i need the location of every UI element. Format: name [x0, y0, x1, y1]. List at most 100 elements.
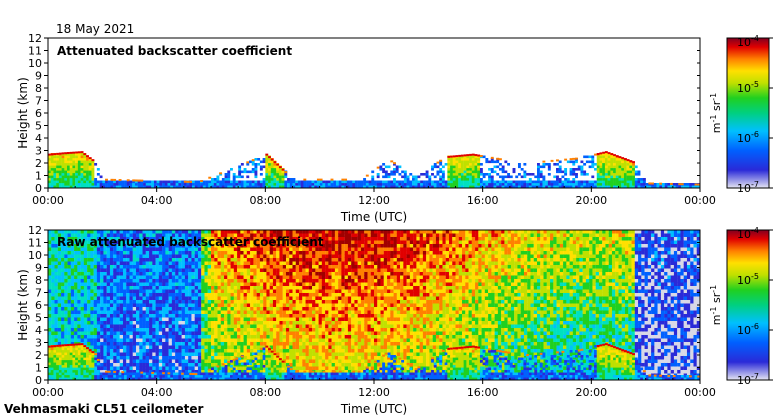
heat-cell — [109, 334, 114, 339]
heat-cell — [139, 296, 143, 300]
heat-cell — [268, 168, 271, 171]
heat-cell — [106, 355, 111, 360]
heat-cell — [292, 338, 296, 342]
heat-cell — [191, 366, 195, 370]
heat-cell — [596, 165, 600, 169]
heat-cell — [126, 233, 130, 237]
heat-cell — [634, 178, 638, 181]
heat-cell — [441, 165, 445, 169]
heat-cell — [230, 236, 234, 241]
heat-cell — [64, 160, 68, 164]
heat-cell — [57, 324, 62, 328]
heat-cell — [224, 355, 228, 360]
heat-cell — [678, 185, 682, 188]
heat-cell — [537, 175, 540, 179]
heat-cell — [233, 334, 238, 339]
heat-cell — [57, 236, 62, 241]
heat-cell — [263, 271, 267, 276]
heat-cell — [113, 292, 117, 297]
heat-cell — [276, 275, 280, 279]
heat-cell — [263, 313, 267, 318]
heat-cell — [100, 278, 104, 283]
heat-cell — [266, 278, 270, 283]
heat-cell — [178, 306, 182, 311]
heat-cell — [142, 345, 146, 349]
heat-cell — [531, 185, 535, 188]
heat-cell — [566, 180, 570, 184]
heat-cell — [220, 264, 225, 269]
heat-cell — [220, 324, 225, 328]
heat-cell — [412, 185, 415, 188]
heat-cell — [474, 155, 478, 159]
heat-cell — [57, 292, 62, 297]
heat-cell — [488, 180, 491, 184]
heat-cell — [238, 175, 242, 179]
heat-cell — [254, 158, 258, 161]
heat-cell — [162, 243, 166, 248]
heat-cell — [368, 183, 372, 186]
heat-cell — [197, 345, 202, 349]
heat-cell — [132, 261, 137, 265]
heat-cell — [116, 362, 120, 367]
heat-cell — [263, 306, 267, 311]
heat-cell — [564, 173, 568, 176]
heat-cell — [122, 247, 127, 251]
heat-cell — [214, 233, 218, 237]
heat-cell — [471, 155, 475, 159]
heat-cell — [149, 355, 153, 360]
heat-cell — [607, 160, 611, 164]
heat-cell — [184, 369, 189, 374]
heat-cell — [106, 243, 111, 248]
heat-cell — [183, 183, 187, 186]
heat-cell — [122, 324, 127, 328]
heat-cell — [83, 264, 88, 269]
heat-cell — [191, 250, 195, 255]
heat-cell — [520, 168, 524, 171]
cloud-top-cell — [219, 172, 223, 175]
heat-cell — [204, 254, 208, 258]
heat-cell — [132, 233, 137, 237]
heat-cell — [455, 175, 459, 179]
heat-cell — [136, 362, 140, 367]
heat-cell — [129, 310, 133, 314]
heat-cell — [507, 175, 511, 179]
heat-cell — [152, 236, 156, 241]
heat-cell — [74, 324, 78, 328]
heat-cell — [87, 338, 91, 342]
heat-cell — [214, 264, 218, 269]
heat-cell — [240, 345, 244, 349]
heat-cell — [103, 338, 107, 342]
heat-cell — [256, 250, 261, 255]
heat-cell — [588, 185, 592, 188]
heat-cell — [139, 254, 143, 258]
heat-cell — [250, 271, 254, 276]
heat-cell — [265, 170, 269, 174]
heat-cell — [100, 324, 104, 328]
heat-cell — [77, 306, 81, 311]
heat-cell — [74, 240, 78, 244]
heat-cell — [194, 313, 199, 318]
heat-cell — [346, 180, 350, 184]
heat-cell — [227, 236, 231, 241]
heat-cell — [256, 236, 261, 241]
heat-cell — [613, 165, 616, 169]
heat-cell — [591, 160, 595, 164]
heat-cell — [269, 338, 274, 342]
heat-cell — [64, 155, 68, 159]
heat-cell — [61, 292, 65, 297]
heat-cell — [122, 310, 127, 314]
heat-cell — [282, 317, 287, 321]
heat-cell — [216, 175, 220, 179]
heat-cell — [80, 155, 84, 159]
heat-cell — [233, 299, 238, 304]
heat-cell — [444, 163, 448, 166]
heat-cell — [197, 362, 202, 367]
heat-cell — [447, 158, 451, 161]
heat-cell — [149, 338, 153, 342]
heat-cell — [77, 257, 81, 262]
heat-cell — [596, 180, 600, 184]
heat-cell — [204, 230, 208, 234]
heat-cell — [149, 334, 153, 339]
heat-cell — [211, 348, 215, 353]
heat-cell — [87, 313, 91, 318]
